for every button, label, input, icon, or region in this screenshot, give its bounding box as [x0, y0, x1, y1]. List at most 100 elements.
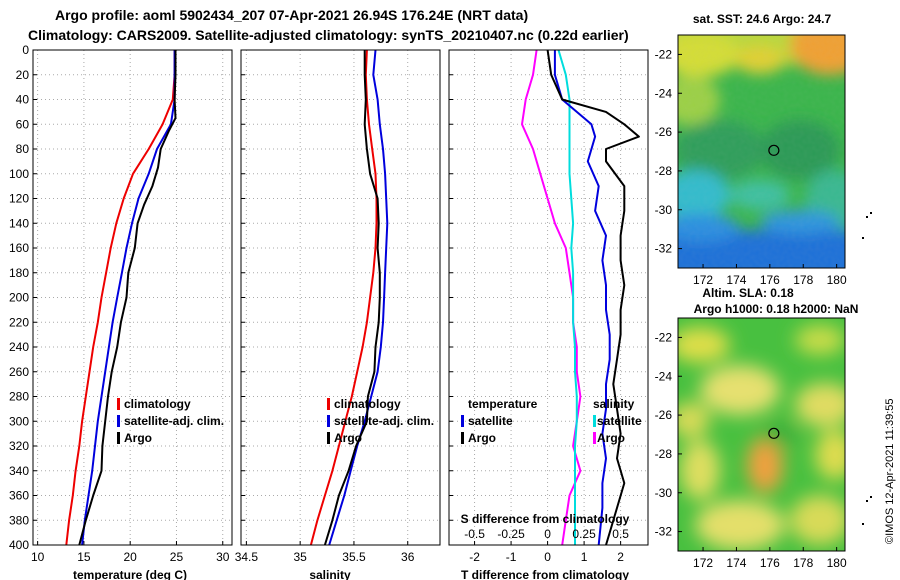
lon-tick-label: 174 [726, 273, 746, 287]
s-difference-tick-labels: -0.5 -0.25 0 0.25 0.5 [464, 527, 629, 541]
legend-climatology-label: climatology [124, 397, 191, 411]
sla-lat-tick-labels: -22 -24 -26 -28 -30 -32 [655, 330, 682, 539]
legend-temp-argo-swatch [461, 432, 464, 444]
depth-tick-label: 20 [16, 68, 30, 82]
lat-tick-label: -30 [655, 203, 673, 217]
depth-tick-label: 80 [16, 142, 30, 156]
s-diff-tick-label: 0.25 [572, 527, 596, 541]
s-diff-tick-label: -0.25 [497, 527, 525, 541]
x-tick-label: 10 [31, 550, 45, 564]
temperature-plot-frame [32, 49, 233, 546]
x-tick-label: 1 [581, 550, 588, 564]
legend-climatology-swatch [327, 398, 330, 410]
s-difference-label: S difference from climatology [461, 512, 630, 526]
legend-temp-satellite-swatch [461, 415, 464, 427]
sst-map-frame [677, 34, 846, 269]
sla-map-panel: Altim. SLA: 0.18 Argo h1000: 0.18 h2000:… [655, 286, 872, 570]
lon-tick-label: 178 [793, 556, 813, 570]
argo-position-marker [768, 427, 780, 439]
depth-tick-label: 140 [9, 216, 29, 230]
depth-tick-labels: 0 20 40 60 80 100 120 140 160 180 200 220 240 260 280 3… [9, 43, 29, 552]
x-tick-label: 25 [170, 550, 184, 564]
depth-tick-label: 300 [9, 414, 29, 428]
argo-position-marker [768, 144, 780, 156]
temperature-grid [33, 49, 232, 546]
depth-tick-label: 380 [9, 513, 29, 527]
depth-tick-label: 280 [9, 390, 29, 404]
lon-tick-label: 172 [693, 556, 713, 570]
lat-tick-label: -24 [655, 369, 673, 383]
sst-heatmap [678, 35, 845, 268]
lat-tick-label: -24 [655, 86, 673, 100]
legend-climatology-swatch [117, 398, 120, 410]
depth-tick-label: 400 [9, 538, 29, 552]
temperature-tick-labels: 10 15 20 25 30 [31, 550, 230, 564]
difference-plot-frame [448, 49, 649, 546]
difference-legend: temperature satellite Argo salinity sate… [461, 397, 642, 445]
legend-temp-argo-label: Argo [468, 431, 496, 445]
lat-tick-label: -28 [655, 164, 673, 178]
figure-title-line2: Climatology: CARS2009. Satellite-adjuste… [28, 27, 629, 43]
x-tick-label: 20 [124, 550, 138, 564]
s-diff-tick-label: 0.5 [612, 527, 629, 541]
depth-tick-label: 360 [9, 489, 29, 503]
series-temperature-satellite [521, 49, 582, 546]
t-difference-tick-labels: -2 -1 0 1 2 [469, 550, 624, 564]
x-tick-label: 0 [544, 550, 551, 564]
s-diff-tick-label: -0.5 [464, 527, 485, 541]
x-tick-label: 35 [293, 550, 307, 564]
sla-map-title: Altim. SLA: 0.18 [702, 286, 794, 300]
depth-tick-label: 200 [9, 291, 29, 305]
lon-tick-label: 178 [793, 273, 813, 287]
legend-temp-satellite-label: satellite [468, 414, 513, 428]
series-climatology [309, 49, 378, 546]
lon-tick-label: 172 [693, 273, 713, 287]
series-salinity-satellite [557, 49, 578, 545]
legend-satellite-label: satellite-adj. clim. [334, 414, 434, 428]
lon-tick-label: 180 [827, 556, 847, 570]
s-diff-tick-label: 0 [544, 527, 551, 541]
depth-tick-label: 100 [9, 167, 29, 181]
t-difference-xlabel: T difference from climatology [461, 568, 629, 580]
legend-salinity-title: salinity [593, 397, 635, 411]
series-salinity-argo [546, 49, 640, 546]
x-tick-label: -2 [469, 550, 480, 564]
lat-tick-label: -22 [655, 330, 673, 344]
salinity-grid [241, 49, 440, 546]
lon-tick-label: 174 [726, 556, 746, 570]
sst-pixel-texture [678, 35, 845, 268]
x-tick-label: 15 [77, 550, 91, 564]
depth-tick-label: 0 [22, 43, 29, 57]
depth-tick-label: 160 [9, 241, 29, 255]
depth-tick-label: 240 [9, 340, 29, 354]
series-temperature-argo [553, 50, 611, 546]
salinity-plot-frame [240, 49, 441, 546]
sst-map-title: sat. SST: 24.6 Argo: 24.7 [693, 12, 832, 26]
lat-tick-label: -30 [655, 486, 673, 500]
figure-title-line1: Argo profile: aoml 5902434_207 07-Apr-20… [55, 7, 528, 23]
sst-lon-tick-labels: 172 174 176 178 180 [693, 264, 847, 287]
legend-argo-label: Argo [334, 431, 362, 445]
lon-tick-label: 180 [827, 273, 847, 287]
depth-tick-label: 340 [9, 464, 29, 478]
salinity-lines [309, 49, 389, 546]
x-tick-label: 34.5 [235, 550, 259, 564]
difference-grid [449, 49, 648, 546]
x-tick-label: 30 [216, 550, 230, 564]
legend-argo-swatch [117, 432, 120, 444]
legend-sal-satellite-swatch [593, 415, 596, 427]
difference-panel: -2 -1 0 1 2 -0.5 -0.25 0 0.25 0.5 S difference f… [448, 49, 649, 580]
depth-tick-label: 180 [9, 266, 29, 280]
sst-lat-tick-labels: -22 -24 -26 -28 -30 -32 [655, 47, 682, 256]
legend-satellite-swatch [117, 415, 120, 427]
x-tick-label: 35.5 [342, 550, 366, 564]
lat-tick-label: -26 [655, 408, 673, 422]
depth-tick-label: 220 [9, 315, 29, 329]
sla-lon-tick-labels: 172 174 176 178 180 [693, 547, 847, 570]
legend-argo-swatch [327, 432, 330, 444]
lat-tick-label: -26 [655, 125, 673, 139]
salinity-legend: climatology satellite-adj. clim. Argo [327, 397, 434, 445]
lat-tick-label: -32 [655, 525, 673, 539]
legend-temperature-title: temperature [468, 397, 538, 411]
legend-argo-label: Argo [124, 431, 152, 445]
